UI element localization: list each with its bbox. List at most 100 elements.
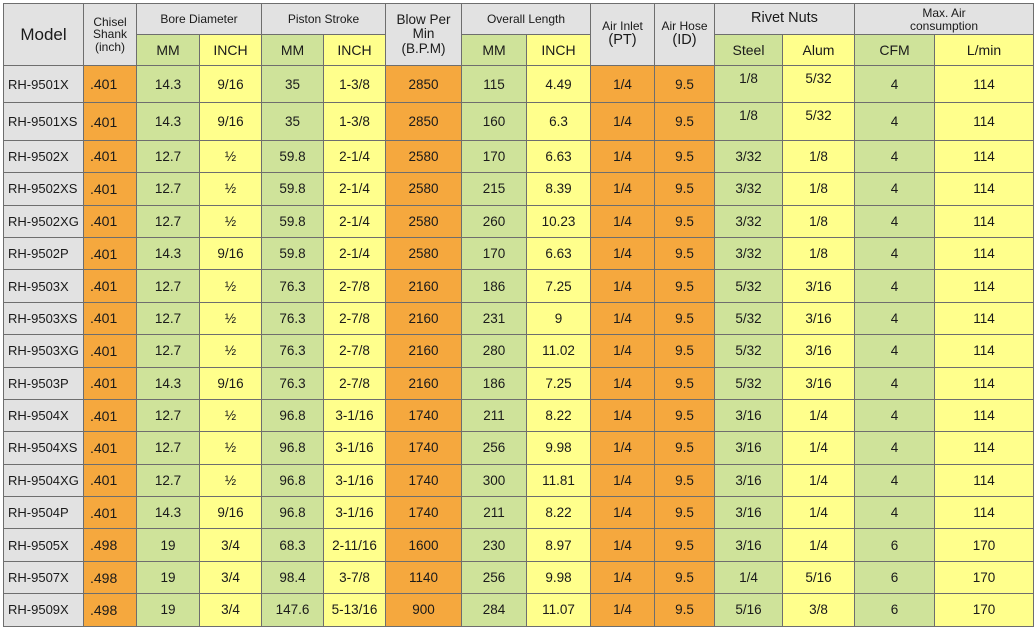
rivet-alum-cell: 1/8 <box>782 236 855 271</box>
header-bore-diameter: Bore Diameter <box>136 3 262 35</box>
air-inlet-cell: 1/4 <box>590 398 655 433</box>
rivet-alum-cell: 5/16 <box>782 560 855 595</box>
stroke-inch-cell: 2-7/8 <box>323 269 386 303</box>
air-lmin-cell: 114 <box>934 139 1034 174</box>
rivet-steel-cell: 1/8 <box>714 102 783 141</box>
length-mm-cell: 256 <box>461 431 527 465</box>
bore-inch-cell: ½ <box>199 334 262 368</box>
length-inch-cell: 6.3 <box>526 102 591 141</box>
bpm-cell: 2850 <box>385 102 462 141</box>
length-inch-cell: 9.98 <box>526 431 591 465</box>
header-bpm-line3: (B.P.M) <box>401 40 446 56</box>
stroke-mm-cell: 59.8 <box>261 172 324 206</box>
air-hose-cell: 9.5 <box>654 139 715 174</box>
header-stroke-inch: INCH <box>323 34 386 66</box>
model-cell: RH-9503XS <box>3 301 84 336</box>
air-cfm-cell: 4 <box>854 301 935 336</box>
air-hose-cell: 9.5 <box>654 269 715 303</box>
bore-inch-cell: 9/16 <box>199 236 262 271</box>
rivet-steel-cell: 5/32 <box>714 334 783 368</box>
air-cfm-cell: 4 <box>854 236 935 271</box>
air-lmin-cell: 170 <box>934 593 1034 627</box>
header-inlet-line2: (PT) <box>608 31 637 48</box>
bore-mm-cell: 12.7 <box>136 172 200 206</box>
stroke-inch-cell: 3-1/16 <box>323 398 386 433</box>
rivet-steel-cell: 1/4 <box>714 560 783 595</box>
rivet-alum-cell: 1/4 <box>782 463 855 498</box>
model-cell: RH-9503X <box>3 269 84 303</box>
length-inch-cell: 9 <box>526 301 591 336</box>
stroke-mm-cell: 59.8 <box>261 139 324 174</box>
rivet-alum-cell: 5/32 <box>782 102 855 141</box>
air-hose-cell: 9.5 <box>654 366 715 400</box>
bpm-cell: 900 <box>385 593 462 627</box>
bore-mm-cell: 14.3 <box>136 236 200 271</box>
model-cell: RH-9504XG <box>3 463 84 498</box>
shank-cell: .401 <box>83 398 137 433</box>
model-cell: RH-9505X <box>3 528 84 562</box>
air-inlet-cell: 1/4 <box>590 496 655 530</box>
header-chisel-line3: (inch) <box>94 39 125 54</box>
bpm-cell: 1600 <box>385 528 462 562</box>
bore-mm-cell: 14.3 <box>136 366 200 400</box>
stroke-inch-cell: 2-1/4 <box>323 172 386 206</box>
stroke-mm-cell: 76.3 <box>261 366 324 400</box>
bore-inch-cell: 9/16 <box>199 496 262 530</box>
stroke-inch-cell: 2-7/8 <box>323 334 386 368</box>
table-row: RH-9501XS .401 14.3 9/16 35 1-3/8 2850 160 6.3 1/… <box>3 102 1034 141</box>
shank-cell: .401 <box>83 431 137 465</box>
model-cell: RH-9501X <box>3 64 84 104</box>
stroke-inch-cell: 3-7/8 <box>323 560 386 595</box>
header-bpm-line2: Min <box>412 26 435 42</box>
stroke-inch-cell: 1-3/8 <box>323 64 386 104</box>
stroke-mm-cell: 96.8 <box>261 463 324 498</box>
air-hose-cell: 9.5 <box>654 301 715 336</box>
air-inlet-cell: 1/4 <box>590 560 655 595</box>
rivet-steel-cell: 3/32 <box>714 204 783 238</box>
rivet-alum-cell: 3/16 <box>782 301 855 336</box>
header-bore-mm: MM <box>136 34 200 66</box>
header-chisel-line2: Shank <box>92 27 128 42</box>
air-cfm-cell: 4 <box>854 463 935 498</box>
air-cfm-cell: 4 <box>854 139 935 174</box>
air-cfm-cell: 4 <box>854 398 935 433</box>
air-hose-cell: 9.5 <box>654 236 715 271</box>
table-body: RH-9501X .401 14.3 9/16 35 1-3/8 2850 115 4.49 1/… <box>3 64 1034 627</box>
table-row: RH-9503XS .401 12.7 ½ 76.3 2-7/8 2160 231 9 1/4 9.… <box>3 301 1034 336</box>
header-hose-line2: (ID) <box>672 31 697 48</box>
stroke-inch-cell: 1-3/8 <box>323 102 386 141</box>
length-mm-cell: 300 <box>461 463 527 498</box>
model-cell: RH-9501XS <box>3 102 84 141</box>
length-mm-cell: 170 <box>461 139 527 174</box>
air-lmin-cell: 114 <box>934 236 1034 271</box>
length-inch-cell: 11.02 <box>526 334 591 368</box>
length-mm-cell: 280 <box>461 334 527 368</box>
table-row: RH-9504XG .401 12.7 ½ 96.8 3-1/16 1740 300 11.81… <box>3 463 1034 498</box>
rivet-steel-cell: 5/32 <box>714 366 783 400</box>
air-hose-cell: 9.5 <box>654 204 715 238</box>
rivet-alum-cell: 1/4 <box>782 431 855 465</box>
rivet-alum-cell: 3/16 <box>782 366 855 400</box>
air-inlet-cell: 1/4 <box>590 334 655 368</box>
bpm-cell: 2160 <box>385 366 462 400</box>
model-cell: RH-9504P <box>3 496 84 530</box>
air-lmin-cell: 114 <box>934 463 1034 498</box>
air-cfm-cell: 6 <box>854 528 935 562</box>
stroke-inch-cell: 2-1/4 <box>323 139 386 174</box>
bpm-cell: 2160 <box>385 269 462 303</box>
air-inlet-cell: 1/4 <box>590 236 655 271</box>
header-hose-line1: Air Hose <box>661 19 708 33</box>
rivet-alum-cell: 3/8 <box>782 593 855 627</box>
bpm-cell: 2580 <box>385 204 462 238</box>
shank-cell: .498 <box>83 593 137 627</box>
air-lmin-cell: 114 <box>934 334 1034 368</box>
stroke-inch-cell: 2-1/4 <box>323 236 386 271</box>
table-row: RH-9502X .401 12.7 ½ 59.8 2-1/4 2580 170 6.63 1/4… <box>3 139 1034 174</box>
header-row-top: Model Chisel Shank (inch) Bore Diameter Pi… <box>3 3 1034 66</box>
model-cell: RH-9502X <box>3 139 84 174</box>
length-mm-cell: 115 <box>461 64 527 104</box>
length-mm-cell: 231 <box>461 301 527 336</box>
shank-cell: .401 <box>83 236 137 271</box>
header-length-inch: INCH <box>526 34 591 66</box>
bore-mm-cell: 12.7 <box>136 463 200 498</box>
